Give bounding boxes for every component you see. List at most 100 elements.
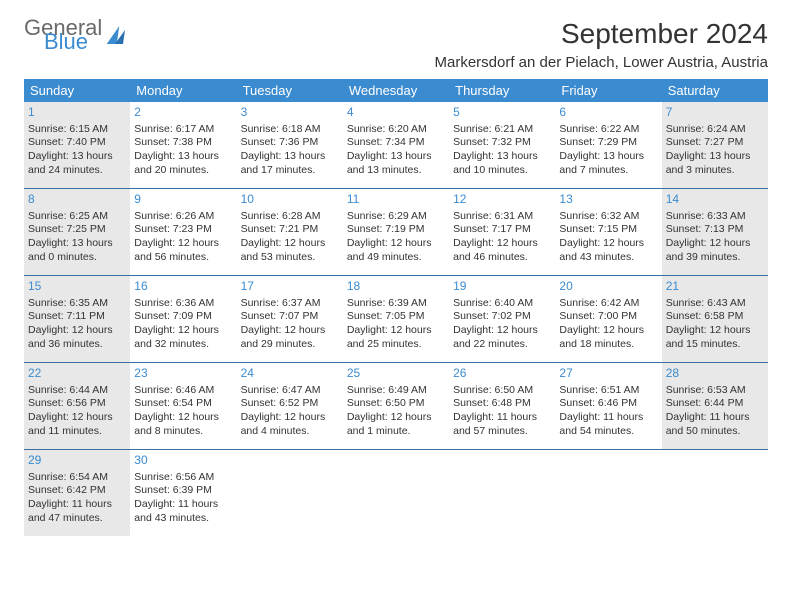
- sunrise-text: Sunrise: 6:35 AM: [28, 297, 126, 311]
- sunrise-text: Sunrise: 6:54 AM: [28, 471, 126, 485]
- daylight-text: Daylight: 11 hours and 50 minutes.: [666, 411, 764, 438]
- daylight-text: Daylight: 13 hours and 17 minutes.: [241, 150, 339, 177]
- day-cell-3: 3Sunrise: 6:18 AMSunset: 7:36 PMDaylight…: [237, 102, 343, 188]
- day-number: 25: [347, 366, 445, 382]
- sunset-text: Sunset: 6:44 PM: [666, 397, 764, 411]
- week-row: 29Sunrise: 6:54 AMSunset: 6:42 PMDayligh…: [24, 450, 768, 536]
- day-cell-6: 6 Sunrise: 6:22 AMSunset: 7:29 PMDaylight…: [555, 102, 661, 188]
- daylight-text: Daylight: 12 hours and 56 minutes.: [134, 237, 232, 264]
- day-cell-14: 14Sunrise: 6:33 AMSunset: 7:13 PMDayligh…: [662, 189, 768, 275]
- sunset-text: Sunset: 7:17 PM: [453, 223, 551, 237]
- day-cell-18: 18Sunrise: 6:39 AMSunset: 7:05 PMDayligh…: [343, 276, 449, 362]
- day-cell-8: 8Sunrise: 6:25 AMSunset: 7:25 PMDaylight…: [24, 189, 130, 275]
- day-number: 12: [453, 192, 551, 208]
- day-header-sunday: Sunday: [24, 79, 130, 102]
- sunrise-text: Sunrise: 6:50 AM: [453, 384, 551, 398]
- day-header-monday: Monday: [130, 79, 236, 102]
- sunrise-text: Sunrise: 6:17 AM: [134, 123, 232, 137]
- day-cell-20: 20 Sunrise: 6:42 AMSunset: 7:00 PMDayligh…: [555, 276, 661, 362]
- daylight-text: Daylight: 12 hours and 29 minutes.: [241, 324, 339, 351]
- sunrise-text: Sunrise: 6:42 AM: [559, 297, 657, 311]
- day-number: 17: [241, 279, 339, 295]
- sunset-text: Sunset: 7:36 PM: [241, 136, 339, 150]
- day-number: 16: [134, 279, 232, 295]
- daylight-text: Daylight: 12 hours and 32 minutes.: [134, 324, 232, 351]
- day-cell-22: 22Sunrise: 6:44 AMSunset: 6:56 PMDayligh…: [24, 363, 130, 449]
- day-number: 24: [241, 366, 339, 382]
- sunset-text: Sunset: 7:00 PM: [559, 310, 657, 324]
- day-number: 28: [666, 366, 764, 382]
- week-row: 15Sunrise: 6:35 AMSunset: 7:11 PMDayligh…: [24, 276, 768, 363]
- daylight-text: Daylight: 13 hours and 24 minutes.: [28, 150, 126, 177]
- daylight-text: Daylight: 11 hours and 54 minutes.: [559, 411, 657, 438]
- day-cell-13: 13Sunrise: 6:32 AMSunset: 7:15 PMDayligh…: [555, 189, 661, 275]
- day-cell-17: 17Sunrise: 6:37 AMSunset: 7:07 PMDayligh…: [237, 276, 343, 362]
- calendar: SundayMondayTuesdayWednesdayThursdayFrid…: [24, 79, 768, 536]
- daylight-text: Daylight: 13 hours and 7 minutes.: [559, 150, 657, 177]
- sunset-text: Sunset: 7:27 PM: [666, 136, 764, 150]
- sunset-text: Sunset: 6:42 PM: [28, 484, 126, 498]
- sunset-text: Sunset: 7:19 PM: [347, 223, 445, 237]
- daylight-text: Daylight: 11 hours and 43 minutes.: [134, 498, 232, 525]
- logo: General Blue: [24, 18, 124, 52]
- day-header-saturday: Saturday: [662, 79, 768, 102]
- daylight-text: Daylight: 12 hours and 46 minutes.: [453, 237, 551, 264]
- day-number: 10: [241, 192, 339, 208]
- daylight-text: Daylight: 12 hours and 43 minutes.: [559, 237, 657, 264]
- sunrise-text: Sunrise: 6:28 AM: [241, 210, 339, 224]
- day-cell-2: 2Sunrise: 6:17 AMSunset: 7:38 PMDaylight…: [130, 102, 236, 188]
- day-cell-11: 11Sunrise: 6:29 AMSunset: 7:19 PMDayligh…: [343, 189, 449, 275]
- day-cell-7: 7Sunrise: 6:24 AMSunset: 7:27 PMDaylight…: [662, 102, 768, 188]
- day-number: 27: [559, 366, 657, 382]
- empty-cell: [662, 450, 768, 536]
- daylight-text: Daylight: 13 hours and 3 minutes.: [666, 150, 764, 177]
- sunset-text: Sunset: 7:07 PM: [241, 310, 339, 324]
- sunrise-text: Sunrise: 6:53 AM: [666, 384, 764, 398]
- sunrise-text: Sunrise: 6:47 AM: [241, 384, 339, 398]
- day-cell-26: 26Sunrise: 6:50 AMSunset: 6:48 PMDayligh…: [449, 363, 555, 449]
- day-cell-12: 12Sunrise: 6:31 AMSunset: 7:17 PMDayligh…: [449, 189, 555, 275]
- day-number: 20: [559, 279, 657, 295]
- month-title: September 2024: [435, 18, 769, 50]
- daylight-text: Daylight: 13 hours and 0 minutes.: [28, 237, 126, 264]
- sunrise-text: Sunrise: 6:56 AM: [134, 471, 232, 485]
- sunrise-text: Sunrise: 6:32 AM: [559, 210, 657, 224]
- sunset-text: Sunset: 7:21 PM: [241, 223, 339, 237]
- daylight-text: Daylight: 12 hours and 53 minutes.: [241, 237, 339, 264]
- day-number: 13: [559, 192, 657, 208]
- day-cell-16: 16Sunrise: 6:36 AMSunset: 7:09 PMDayligh…: [130, 276, 236, 362]
- week-row: 22Sunrise: 6:44 AMSunset: 6:56 PMDayligh…: [24, 363, 768, 450]
- day-header-row: SundayMondayTuesdayWednesdayThursdayFrid…: [24, 79, 768, 102]
- day-header-wednesday: Wednesday: [343, 79, 449, 102]
- logo-triangle2-icon: [115, 30, 125, 44]
- day-cell-30: 30Sunrise: 6:56 AMSunset: 6:39 PMDayligh…: [130, 450, 236, 536]
- sunrise-text: Sunrise: 6:40 AM: [453, 297, 551, 311]
- sunset-text: Sunset: 6:48 PM: [453, 397, 551, 411]
- sunrise-text: Sunrise: 6:29 AM: [347, 210, 445, 224]
- sunset-text: Sunset: 7:23 PM: [134, 223, 232, 237]
- day-number: 3: [241, 105, 339, 121]
- day-cell-1: 1Sunrise: 6:15 AMSunset: 7:40 PMDaylight…: [24, 102, 130, 188]
- sunrise-text: Sunrise: 6:51 AM: [559, 384, 657, 398]
- sunset-text: Sunset: 7:29 PM: [559, 136, 657, 150]
- sunrise-text: Sunrise: 6:49 AM: [347, 384, 445, 398]
- day-number: 8: [28, 192, 126, 208]
- day-header-friday: Friday: [555, 79, 661, 102]
- day-number: 19: [453, 279, 551, 295]
- sunset-text: Sunset: 7:13 PM: [666, 223, 764, 237]
- daylight-text: Daylight: 12 hours and 49 minutes.: [347, 237, 445, 264]
- sunrise-text: Sunrise: 6:22 AM: [559, 123, 657, 137]
- daylight-text: Daylight: 12 hours and 25 minutes.: [347, 324, 445, 351]
- sunrise-text: Sunrise: 6:15 AM: [28, 123, 126, 137]
- daylight-text: Daylight: 12 hours and 1 minute.: [347, 411, 445, 438]
- sunrise-text: Sunrise: 6:46 AM: [134, 384, 232, 398]
- location-text: Markersdorf an der Pielach, Lower Austri…: [435, 54, 769, 71]
- sunset-text: Sunset: 7:05 PM: [347, 310, 445, 324]
- day-cell-25: 25Sunrise: 6:49 AMSunset: 6:50 PMDayligh…: [343, 363, 449, 449]
- day-number: 6: [559, 105, 657, 121]
- day-number: 9: [134, 192, 232, 208]
- title-block: September 2024 Markersdorf an der Pielac…: [435, 18, 769, 71]
- daylight-text: Daylight: 12 hours and 18 minutes.: [559, 324, 657, 351]
- sunset-text: Sunset: 6:39 PM: [134, 484, 232, 498]
- sunrise-text: Sunrise: 6:26 AM: [134, 210, 232, 224]
